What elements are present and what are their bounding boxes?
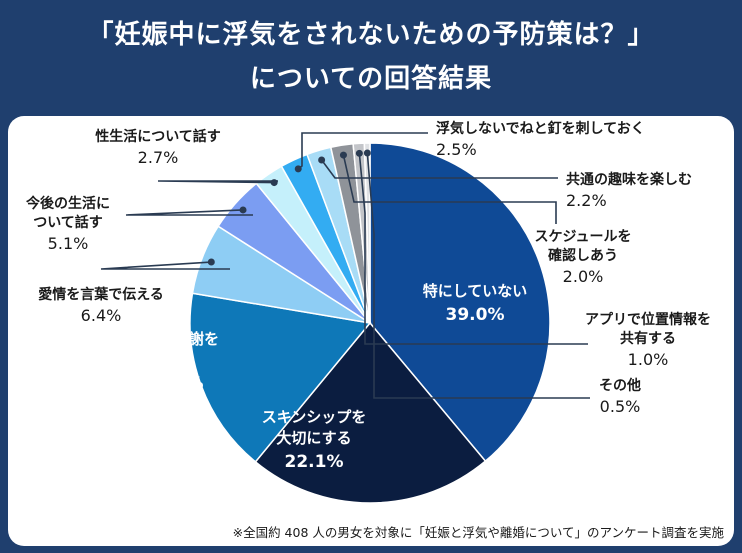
leader-line-7 bbox=[320, 159, 558, 179]
leader-line-4 bbox=[125, 209, 253, 216]
pie-chart: 特にしていない 39.0% スキンシップを大切にする 22.1% 相手に感謝を伝える 16… bbox=[25, 120, 725, 540]
leader-line-6 bbox=[297, 132, 428, 170]
pie-slice-10 bbox=[363, 142, 371, 324]
slice-label-2: 相手に感謝を伝える 16.7% bbox=[129, 330, 219, 394]
pie-slice-1 bbox=[254, 321, 487, 504]
slice-label-3: 愛情を言葉で伝える 6.4% bbox=[38, 286, 164, 325]
leader-line-9 bbox=[358, 153, 588, 345]
pie-slice-0 bbox=[369, 142, 551, 463]
title-line-2: についての回答結果 bbox=[249, 64, 493, 94]
slice-label-9: アプリで位置情報を共有する 1.0% bbox=[585, 311, 711, 369]
header: 「妊娠中に浮気をされないための予防策は？」 についての回答結果 bbox=[0, 0, 742, 112]
slice-label-5: 性生活について話す 2.7% bbox=[95, 128, 221, 167]
slice-label-7: 共通の趣味を楽しむ 2.2% bbox=[566, 171, 692, 210]
leader-line-8 bbox=[342, 154, 557, 224]
leader-line-3 bbox=[100, 261, 230, 270]
leader-line-5 bbox=[157, 180, 278, 184]
pie-slice-2 bbox=[189, 292, 372, 463]
slice-label-8: スケジュールを確認しあう 2.0% bbox=[534, 229, 631, 286]
chart-panel: 特にしていない 39.0% スキンシップを大切にする 22.1% 相手に感謝を伝える 16… bbox=[8, 116, 734, 546]
slice-label-6: 浮気しないでねと釘を刺しておく 2.5% bbox=[436, 120, 645, 159]
title-line-1: 「妊娠中に浮気をされないための予防策は？」 bbox=[87, 20, 655, 50]
slice-label-4: 今後の生活について話す 5.1% bbox=[25, 195, 110, 253]
slice-label-1: スキンシップを大切にする 22.1% bbox=[262, 408, 367, 472]
leader-line-10 bbox=[366, 152, 590, 399]
slice-label-10: その他 0.5% bbox=[599, 377, 641, 416]
footnote: ※全国約 408 人の男女を対象に「妊娠と浮気や離婚について」のアンケート調査を… bbox=[233, 525, 725, 540]
slice-label-0: 特にしていない 39.0% bbox=[423, 282, 528, 325]
